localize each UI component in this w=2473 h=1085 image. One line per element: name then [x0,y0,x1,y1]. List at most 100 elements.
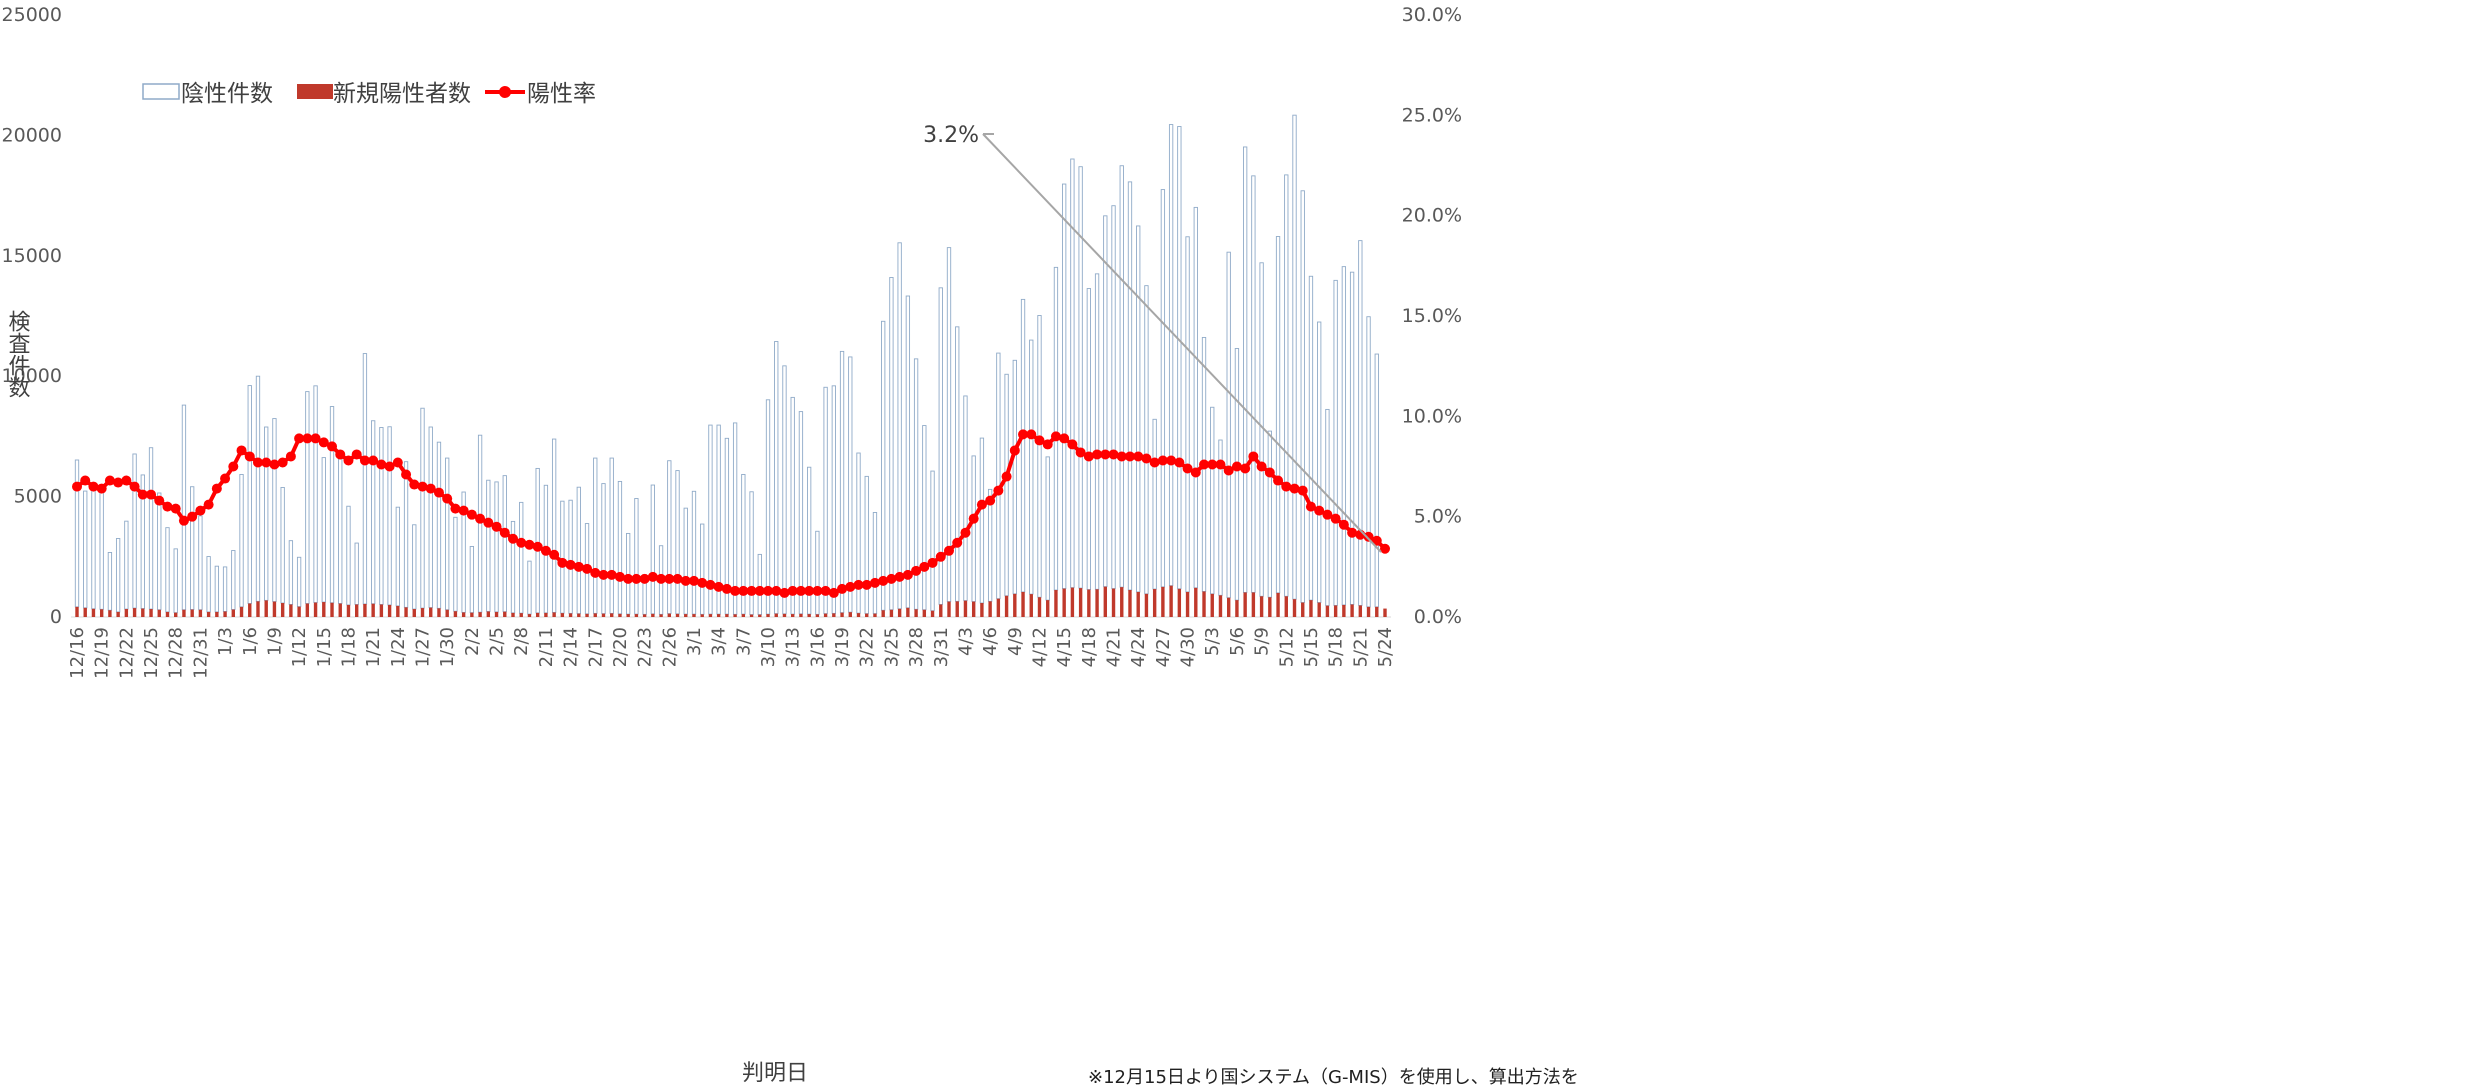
rate-point [1083,451,1094,462]
bar-negative [519,501,524,614]
bar-positive [470,612,474,617]
bar-negative [1333,279,1338,606]
rate-point [310,433,321,444]
bar-positive [651,613,655,617]
rate-point [162,501,173,512]
bar-positive [1103,586,1108,617]
x-tick-label: 2/2 [462,627,483,656]
bar-negative [1177,126,1182,590]
bar-positive [1120,587,1124,617]
bar-positive [971,601,976,617]
rate-point [302,433,313,444]
rate-point [401,469,412,480]
x-tick-label: 5/15 [1301,627,1322,667]
rate-point [853,579,864,590]
rate-point [738,585,749,596]
bar-positive [91,608,96,617]
bar-negative [362,353,368,605]
rate-point [88,481,99,492]
bar-positive [1070,587,1075,617]
rate-point [516,537,527,548]
x-tick-label: 5/12 [1276,627,1297,667]
bar-positive [1062,588,1066,617]
x-tick-label: 12/31 [190,627,211,679]
bar-negative [881,320,886,611]
x-tick-label: 1/30 [437,627,458,667]
bar-negative [214,565,219,613]
bar-negative [1185,236,1190,593]
bar-negative [560,500,565,614]
bar-positive [1144,593,1149,617]
bar-positive [379,604,384,617]
rate-point [1157,455,1168,466]
bar-negative [173,548,178,614]
rate-point [573,561,584,572]
x-tick-label: 5/9 [1252,627,1273,656]
x-tick-label: 1/21 [363,627,384,667]
bar-negative [889,277,894,611]
rate-point [1116,451,1127,462]
rate-point [1207,459,1218,470]
y-tick-label: 25000 [2,4,62,26]
bar-positive [1350,604,1354,617]
bar-negative [839,350,845,614]
rate-point [442,493,453,504]
bar-positive [494,611,499,617]
x-tick-label: 1/18 [338,627,359,667]
bar-positive [823,613,828,617]
rate-point [277,457,288,468]
bar-negative [436,441,442,609]
rate-point [976,499,987,510]
bar-positive [552,612,556,617]
bar-positive [725,614,729,617]
x-tick-label: 5/21 [1350,627,1371,667]
bar-positive [832,613,836,617]
rate-point [318,437,329,448]
rate-point [187,511,198,522]
bar-negative [477,434,483,613]
bar-negative [371,420,376,605]
rate-point [993,485,1004,496]
bar-negative [420,407,425,609]
rate-point [985,495,996,506]
bar-positive [1358,605,1363,617]
bar-negative [239,473,244,608]
rate-point [368,455,379,466]
bar-positive [684,614,688,617]
bar-negative [1251,175,1256,593]
bar-negative [815,530,820,615]
rate-point [1338,519,1349,530]
bar-negative [864,475,869,615]
x-tick-label: 3/19 [832,627,853,667]
bar-positive [939,604,943,617]
x-tick-label: 12/16 [67,627,88,679]
x-tick-label: 2/5 [487,627,508,656]
rate-point [754,585,765,596]
bar-positive [215,611,219,617]
bar-positive [947,601,951,617]
bar-positive [429,607,433,617]
rate-point [1314,505,1325,516]
bar-negative [1094,273,1100,590]
rate-point [1075,447,1086,458]
bar-positive [1333,605,1338,617]
bar-negative [675,470,680,615]
rate-point [952,537,963,548]
bar-positive [1013,593,1017,617]
bar-negative [305,391,310,604]
bar-negative [165,527,170,613]
rate-point [606,569,617,580]
rate-point [1347,527,1358,538]
bar-positive [610,613,614,617]
bar-negative [798,411,804,615]
bar-negative [1004,373,1009,597]
bar-positive [848,612,852,617]
x-tick-label: 2/14 [561,627,582,667]
bar-positive [1251,592,1256,617]
bar-positive [1342,604,1346,617]
bar-negative [790,396,795,615]
rate-point [944,545,954,556]
bar-positive [297,606,301,617]
bar-negative [601,483,606,615]
bar-positive [256,601,260,617]
